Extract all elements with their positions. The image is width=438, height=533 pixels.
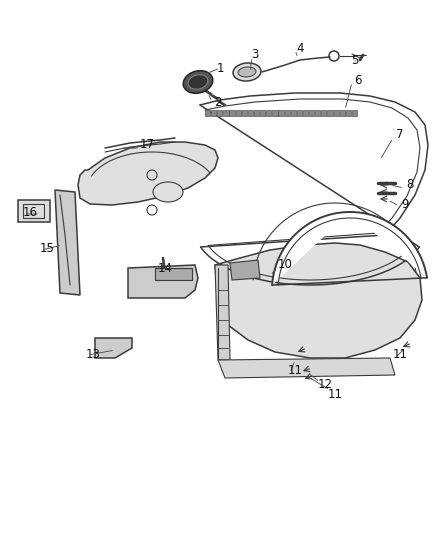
Text: 14: 14 [158,262,173,274]
Polygon shape [285,110,290,116]
Polygon shape [230,260,260,280]
Text: 10: 10 [278,259,293,271]
Polygon shape [236,110,241,116]
Text: 17: 17 [139,139,155,151]
Polygon shape [321,110,326,116]
Polygon shape [95,338,132,358]
Polygon shape [279,110,284,116]
Text: 4: 4 [296,42,304,54]
Ellipse shape [233,63,261,81]
Polygon shape [266,110,272,116]
Ellipse shape [238,67,256,77]
Text: 3: 3 [251,49,259,61]
Polygon shape [346,110,351,116]
Polygon shape [333,110,339,116]
Polygon shape [18,200,50,222]
Polygon shape [155,268,192,280]
Text: 8: 8 [406,179,413,191]
Text: 11: 11 [287,364,303,376]
Polygon shape [291,110,296,116]
Text: 1: 1 [216,61,224,75]
Text: 9: 9 [401,198,409,212]
Polygon shape [215,265,230,360]
Polygon shape [128,265,198,298]
Polygon shape [315,110,320,116]
Polygon shape [272,212,427,285]
Text: 7: 7 [396,128,404,141]
Polygon shape [223,110,229,116]
Polygon shape [327,110,332,116]
Polygon shape [248,110,253,116]
Text: 12: 12 [318,378,332,392]
Text: 5: 5 [351,53,359,67]
Ellipse shape [183,71,213,93]
Text: 15: 15 [39,241,54,254]
Polygon shape [272,110,278,116]
Text: 13: 13 [85,349,100,361]
Ellipse shape [153,182,183,202]
Polygon shape [297,110,302,116]
Ellipse shape [188,75,208,89]
Polygon shape [303,110,308,116]
Polygon shape [211,110,216,116]
Polygon shape [55,190,80,295]
Polygon shape [309,110,314,116]
Polygon shape [218,358,395,378]
Polygon shape [260,110,265,116]
Polygon shape [352,110,357,116]
Polygon shape [254,110,259,116]
Polygon shape [215,243,422,358]
Polygon shape [339,110,345,116]
Text: 16: 16 [22,206,38,219]
Polygon shape [217,110,223,116]
Polygon shape [78,142,218,205]
Polygon shape [230,110,235,116]
Polygon shape [205,110,210,116]
Text: 11: 11 [392,349,407,361]
Polygon shape [242,110,247,116]
Text: 2: 2 [214,95,222,109]
Text: 11: 11 [328,389,343,401]
Text: 6: 6 [354,74,362,86]
